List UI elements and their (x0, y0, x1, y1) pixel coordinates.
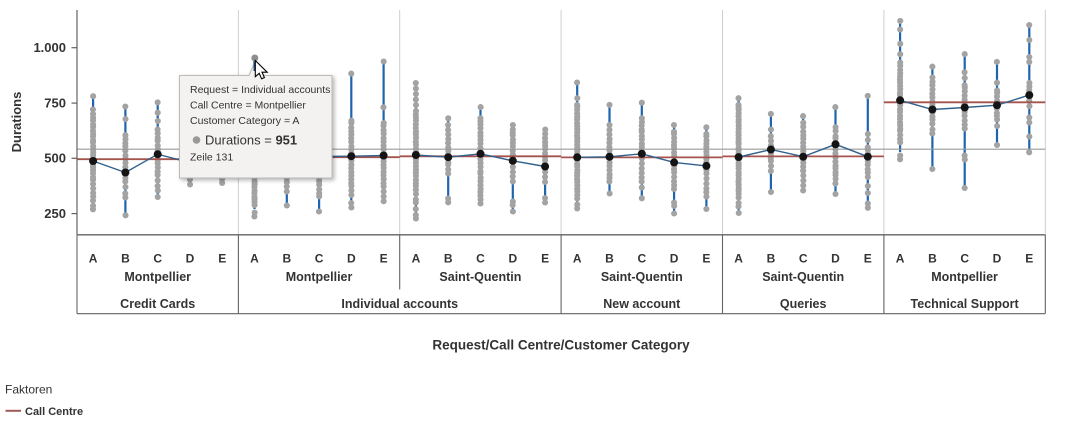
svg-text:C: C (476, 252, 485, 266)
svg-text:750: 750 (44, 95, 66, 110)
svg-text:Saint-Quentin: Saint-Quentin (439, 270, 521, 284)
svg-text:B: B (121, 252, 130, 266)
svg-text:Credit Cards: Credit Cards (120, 297, 195, 311)
svg-text:C: C (315, 252, 324, 266)
svg-text:Zeile 131: Zeile 131 (190, 152, 233, 164)
svg-text:A: A (89, 252, 98, 266)
svg-text:A: A (734, 252, 743, 266)
svg-text:Montpellier: Montpellier (124, 270, 191, 284)
svg-text:A: A (250, 252, 259, 266)
svg-text:D: D (670, 252, 679, 266)
svg-text:Call Centre: Call Centre (25, 406, 83, 418)
svg-text:B: B (928, 252, 937, 266)
svg-text:Individual accounts: Individual accounts (341, 297, 458, 311)
svg-text:B: B (767, 252, 776, 266)
svg-text:E: E (541, 252, 549, 266)
svg-text:B: B (605, 252, 614, 266)
svg-text:250: 250 (44, 206, 66, 221)
svg-text:E: E (1025, 252, 1033, 266)
svg-text:C: C (637, 252, 646, 266)
svg-text:D: D (347, 252, 356, 266)
svg-text:New account: New account (603, 297, 681, 311)
svg-text:A: A (573, 252, 582, 266)
svg-text:Request = Individual accounts: Request = Individual accounts (190, 84, 330, 96)
svg-text:Customer Category = A: Customer Category = A (190, 115, 299, 127)
svg-text:B: B (282, 252, 291, 266)
svg-text:E: E (864, 252, 872, 266)
svg-text:D: D (993, 252, 1002, 266)
svg-text:Montpellier: Montpellier (931, 270, 998, 284)
svg-text:Saint-Quentin: Saint-Quentin (762, 270, 844, 284)
svg-text:E: E (380, 252, 388, 266)
svg-text:D: D (508, 252, 517, 266)
svg-text:A: A (412, 252, 421, 266)
svg-text:E: E (702, 252, 710, 266)
svg-text:C: C (799, 252, 808, 266)
svg-text:Technical Support: Technical Support (911, 297, 1020, 311)
svg-text:Faktoren: Faktoren (5, 383, 52, 397)
svg-text:Queries: Queries (780, 297, 827, 311)
svg-text:Call Centre = Montpellier: Call Centre = Montpellier (190, 100, 306, 112)
svg-text:A: A (896, 252, 905, 266)
svg-text:D: D (831, 252, 840, 266)
svg-text:Request/Call Centre/Customer C: Request/Call Centre/Customer Category (432, 338, 690, 353)
svg-text:500: 500 (44, 151, 66, 166)
svg-text:Montpellier: Montpellier (286, 270, 353, 284)
svg-text:E: E (218, 252, 226, 266)
svg-text:Durations = 951: Durations = 951 (205, 132, 297, 147)
svg-text:1.000: 1.000 (33, 40, 66, 55)
svg-text:Saint-Quentin: Saint-Quentin (601, 270, 683, 284)
svg-text:C: C (153, 252, 162, 266)
svg-text:Durations: Durations (9, 92, 24, 153)
svg-text:B: B (444, 252, 453, 266)
svg-text:C: C (960, 252, 969, 266)
svg-text:D: D (186, 252, 195, 266)
